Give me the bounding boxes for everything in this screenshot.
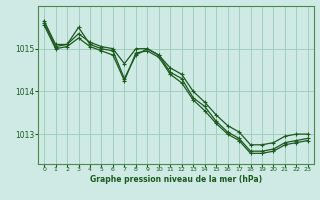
X-axis label: Graphe pression niveau de la mer (hPa): Graphe pression niveau de la mer (hPa): [90, 175, 262, 184]
